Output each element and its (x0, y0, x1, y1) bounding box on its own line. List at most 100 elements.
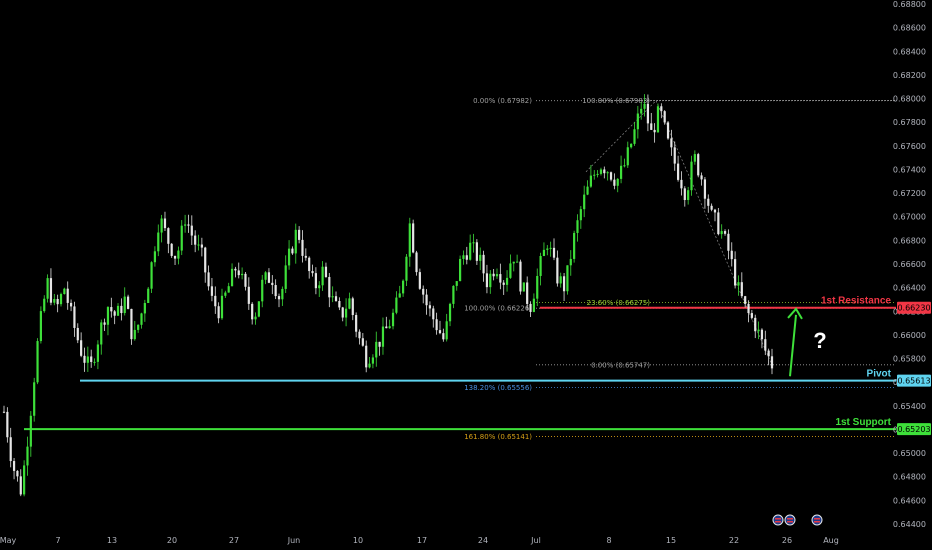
y-tick-label: 0.67000 (893, 213, 926, 222)
candle-body (485, 273, 489, 288)
candle-body (542, 249, 546, 256)
candle-body (492, 273, 495, 277)
candle-body (230, 268, 234, 287)
pivot-price-tag (897, 374, 931, 387)
candle-body (19, 476, 22, 495)
candlesticks (2, 94, 774, 497)
candle-body (435, 319, 438, 331)
candle-body (140, 313, 143, 325)
candle-body (274, 285, 277, 297)
x-tick-label: 27 (229, 536, 239, 545)
candle-body (697, 154, 700, 176)
candle-body (505, 277, 509, 285)
resistance-price-tag-text: 0.66230 (897, 304, 930, 313)
event-flag-icon (811, 514, 823, 526)
candle-body (412, 223, 415, 253)
candle-body (640, 108, 643, 114)
x-tick-label: 26 (782, 536, 792, 545)
candle-body (630, 143, 633, 148)
candle-body (106, 307, 110, 325)
candle-body (653, 129, 656, 133)
candle-body (573, 232, 576, 259)
support-label: 1st Support (835, 417, 891, 428)
candle-body (150, 262, 153, 289)
candle-body (254, 316, 257, 320)
y-tick-label: 0.64800 (893, 473, 926, 482)
pivot-label: Pivot (867, 369, 892, 380)
candle-body (512, 261, 515, 264)
candle-body (459, 258, 462, 282)
candle-body (194, 235, 197, 245)
candle-body (723, 231, 727, 234)
candle-body (100, 322, 103, 345)
y-tick-label: 0.65400 (893, 402, 926, 411)
candle-body (86, 356, 89, 363)
candle-body (96, 344, 100, 362)
candle-body (210, 286, 214, 296)
candle-body (385, 326, 388, 329)
y-tick-label: 0.65000 (893, 449, 926, 458)
fib-diagonal (585, 100, 657, 173)
candle-body (713, 209, 717, 213)
candle-body (257, 301, 260, 317)
candle-body (442, 333, 445, 340)
x-tick-label: 13 (107, 536, 117, 545)
key-levels: 1st Resistance Pivot 1st Support (24, 296, 896, 431)
candle-body (489, 273, 492, 288)
candle-body (264, 272, 267, 280)
candle-body (308, 257, 311, 272)
candle-body (160, 218, 163, 233)
candle-body (760, 329, 764, 340)
candle-body (378, 341, 381, 347)
candle-body (167, 228, 170, 244)
candle-body (227, 286, 230, 293)
candle-body (438, 330, 442, 334)
candle-body (633, 129, 636, 144)
candle-body (549, 247, 552, 249)
fibonacci-levels: 0.00% (0.67982) 100.00% (0.67983) 100.00% … (464, 97, 896, 441)
candle-body (177, 250, 180, 259)
candle-body (83, 355, 86, 363)
support-price-tag (897, 423, 931, 436)
x-tick-label: Aug (823, 536, 839, 545)
candle-body (294, 229, 297, 254)
price-axis[interactable]: 0.68800 0.68600 0.68400 0.68200 0.68000 0.678… (893, 0, 926, 529)
candle-body (764, 339, 767, 351)
question-mark: ? (813, 328, 826, 353)
candle-body (744, 296, 747, 304)
candle-body (247, 286, 250, 304)
candle-body (187, 224, 190, 226)
candle-body (284, 265, 287, 289)
candle-body (214, 295, 217, 307)
time-axis[interactable]: May 7 13 20 27 Jun 10 17 24 Jul 8 15 22 26 Aug (0, 536, 839, 545)
candle-body (180, 225, 183, 251)
candle-body (465, 255, 468, 260)
y-tick-label: 0.66000 (893, 331, 926, 340)
candle-body (73, 306, 76, 328)
candle-body (529, 303, 532, 312)
x-tick-label: Jun (287, 536, 301, 545)
candle-body (163, 218, 167, 229)
candle-body (39, 311, 42, 342)
y-tick-label: 0.68800 (893, 0, 926, 9)
candle-body (69, 302, 73, 307)
candle-body (740, 282, 743, 297)
candle-body (59, 294, 63, 305)
fib-level-label: 100.00% (0.67983) (582, 97, 650, 105)
y-tick-label: 0.68000 (893, 95, 926, 104)
candle-body (469, 242, 472, 260)
candle-body (173, 255, 177, 259)
price-tags: 0.66230 0.65613 0.65203 (897, 301, 931, 436)
candle-body (401, 280, 405, 294)
candle-body (241, 273, 244, 276)
candle-body (36, 341, 39, 383)
candle-body (12, 461, 16, 471)
candle-body (46, 278, 49, 299)
candle-body (623, 165, 626, 167)
y-tick-label: 0.66600 (893, 260, 926, 269)
candle-body (311, 271, 314, 274)
candle-body (321, 266, 324, 286)
candle-body (80, 340, 83, 356)
event-flag-stripe (787, 521, 793, 523)
